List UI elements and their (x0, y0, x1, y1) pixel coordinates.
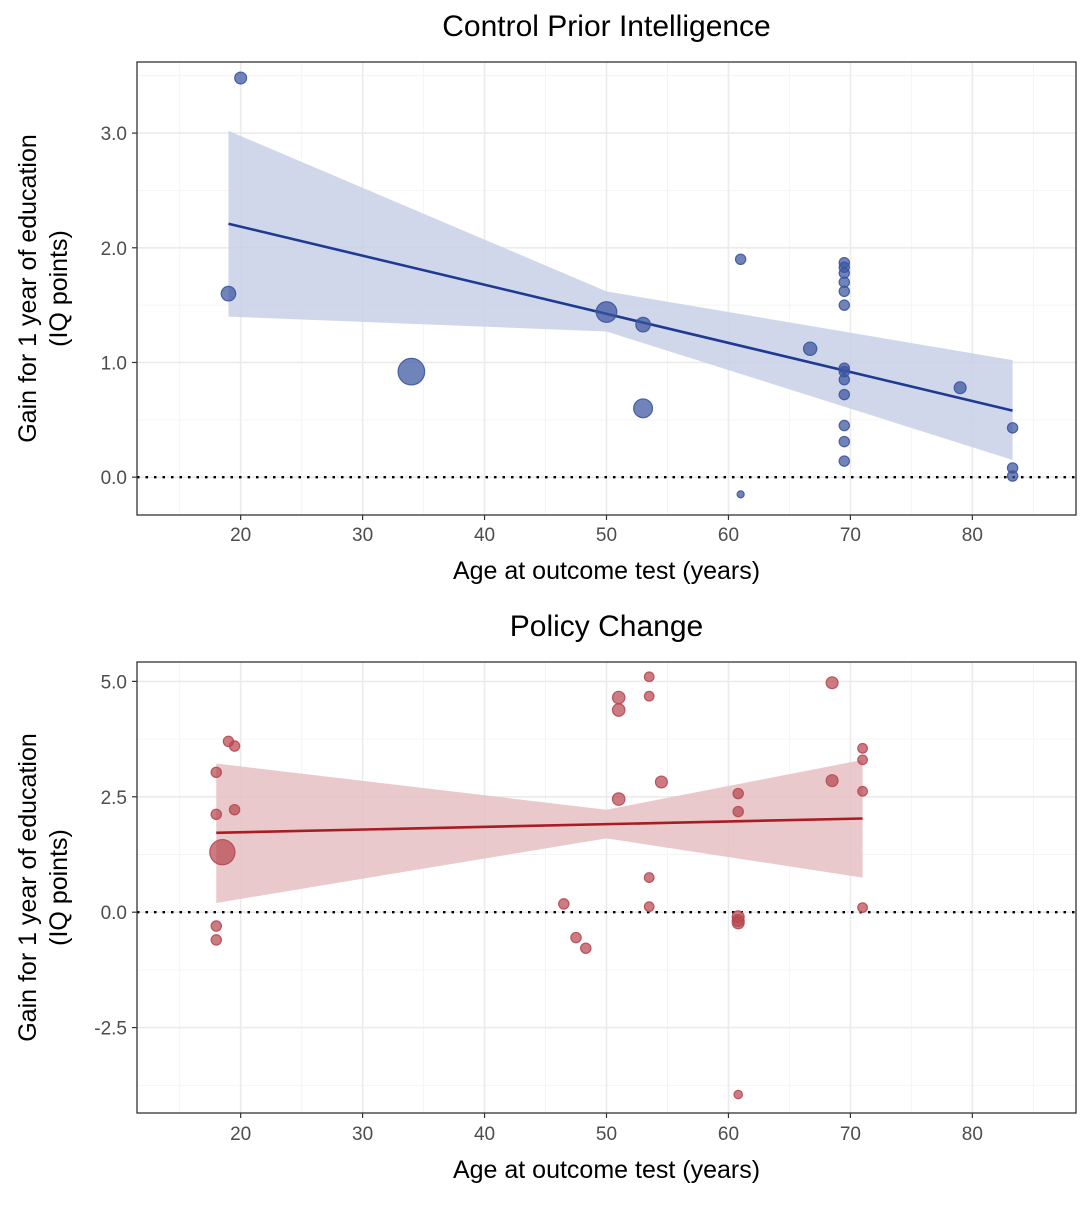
data-point (838, 388, 851, 401)
data-point (733, 1089, 744, 1100)
data-point (570, 931, 582, 944)
data-point (210, 808, 223, 821)
confidence-band (216, 759, 863, 903)
x-tick-label: 40 (474, 525, 495, 546)
x-tick-label: 20 (230, 1124, 251, 1145)
data-point (1006, 470, 1019, 482)
y-axis-title-line-1: Gain for 1 year of education (14, 134, 42, 443)
y-tick-label: 1.0 (101, 353, 127, 374)
data-point (643, 901, 655, 913)
data-point (732, 787, 744, 800)
data-point (234, 71, 248, 85)
x-axis-title: Age at outcome test (years) (453, 1156, 760, 1184)
data-point (857, 754, 868, 766)
y-tick-label: 5.0 (101, 672, 127, 693)
data-point (825, 676, 839, 690)
x-tick-label: 60 (718, 1124, 739, 1145)
data-point (732, 805, 744, 818)
x-tick-label: 70 (840, 525, 861, 546)
data-point (580, 942, 592, 954)
data-point (635, 316, 651, 333)
data-point (654, 775, 668, 789)
data-point (857, 902, 868, 913)
data-point (857, 742, 868, 754)
data-point (633, 398, 654, 419)
data-point (595, 301, 618, 323)
y-tick-label: -2.5 (94, 1019, 127, 1040)
data-point (731, 916, 745, 930)
data-point (210, 766, 223, 779)
x-tick-label: 80 (962, 525, 983, 546)
data-point (838, 419, 851, 432)
data-point (838, 455, 851, 467)
x-axis-title: Age at outcome test (years) (453, 557, 760, 585)
y-tick-label: 2.5 (101, 788, 127, 809)
data-point (228, 740, 241, 752)
data-point (736, 490, 745, 499)
data-point (210, 920, 223, 932)
y-tick-label: 2.0 (101, 239, 127, 260)
y-axis-title-line-2: (IQ points) (45, 829, 73, 946)
data-point (838, 373, 851, 386)
regression-line (228, 222, 1013, 412)
y-axis-title: Gain for 1 year of education (IQ points) (14, 733, 73, 1042)
data-point (838, 435, 851, 448)
data-point (611, 792, 626, 806)
confidence-band (228, 130, 1013, 460)
y-axis-title-line-2: (IQ points) (45, 230, 73, 347)
y-axis-title-line-1: Gain for 1 year of education (14, 733, 42, 1042)
x-tick-label: 70 (840, 1124, 861, 1145)
chart-title: Policy Change (510, 610, 703, 643)
data-point (825, 774, 839, 788)
y-axis-title: Gain for 1 year of education (IQ points) (14, 134, 73, 443)
data-point (611, 690, 626, 705)
data-point (220, 285, 237, 302)
data-point (643, 690, 655, 702)
data-point (643, 671, 655, 683)
data-point (953, 381, 967, 395)
data-point (838, 285, 851, 298)
x-tick-label: 20 (230, 525, 251, 546)
chart-panel-1: 20 30 40 50 60 70 80 0.0 1.0 2.0 3.0 Control Prior … (14, 10, 1077, 585)
data-point (611, 703, 626, 717)
data-point (228, 803, 241, 816)
y-tick-label: 0.0 (101, 903, 127, 924)
regression-line (216, 817, 863, 835)
data-point (643, 872, 655, 883)
data-point (558, 898, 570, 910)
data-point (397, 357, 426, 386)
x-tick-label: 30 (352, 525, 373, 546)
data-point (838, 299, 851, 311)
x-tick-label: 80 (962, 1124, 983, 1145)
chart-title: Control Prior Intelligence (442, 10, 771, 43)
x-tick-label: 50 (596, 525, 617, 546)
data-point (1006, 422, 1019, 434)
data-point (210, 934, 223, 946)
data-point (802, 341, 818, 356)
data-point (734, 253, 747, 265)
y-tick-label: 0.0 (101, 468, 127, 489)
x-tick-label: 30 (352, 1124, 373, 1145)
y-tick-label: 3.0 (101, 124, 127, 145)
data-point (209, 838, 236, 866)
x-tick-label: 40 (474, 1124, 495, 1145)
x-tick-label: 60 (718, 525, 739, 546)
x-tick-label: 50 (596, 1124, 617, 1145)
data-point (857, 785, 868, 797)
chart-panel-2: 20 30 40 50 60 70 80 -2.5 0.0 2.5 5.0 Policy Change… (14, 610, 1077, 1184)
